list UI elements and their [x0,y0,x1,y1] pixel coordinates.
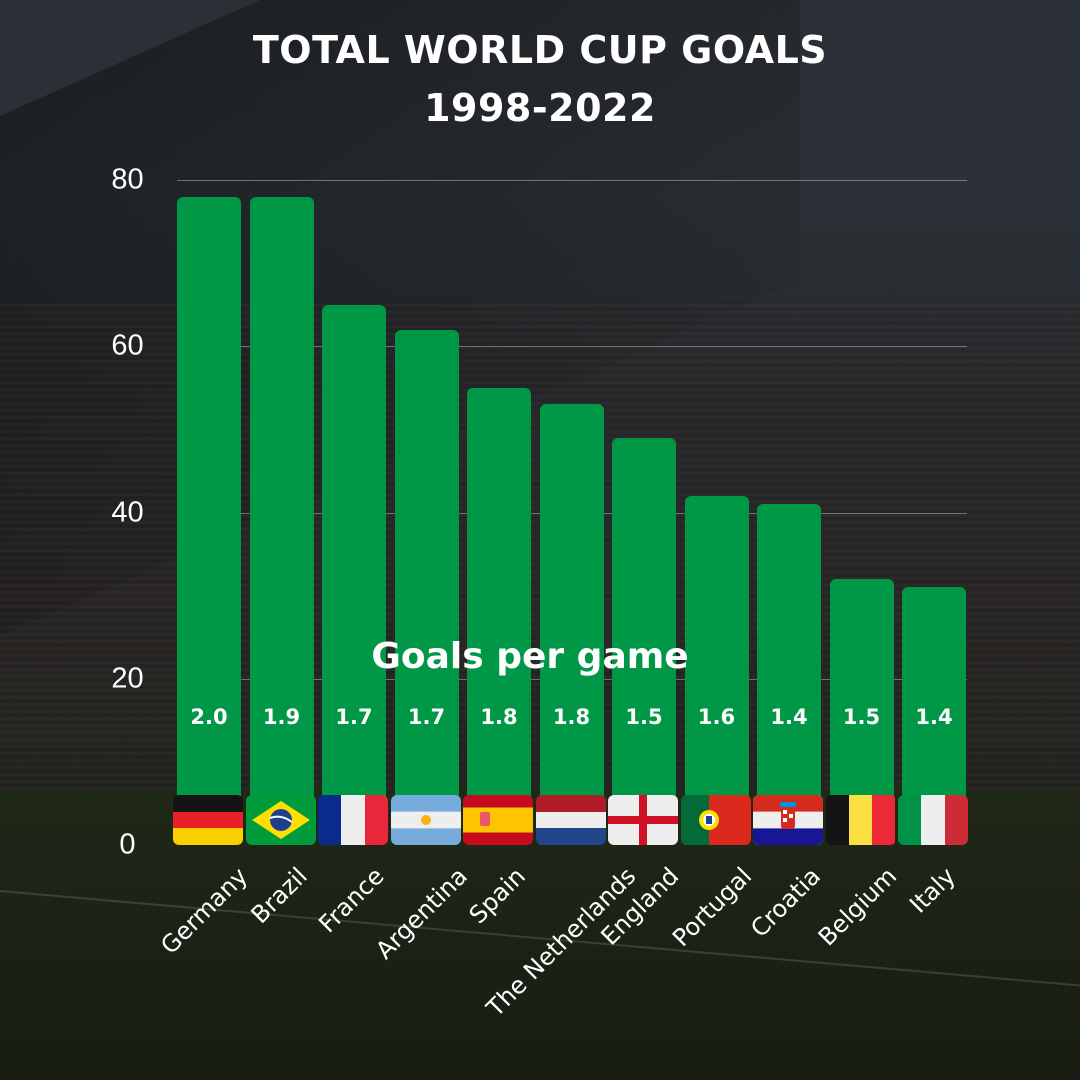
goals-per-game-argentina: 1.7 [407,705,446,729]
germany-flag-icon [173,795,243,845]
goals-per-game-germany: 2.0 [190,705,228,729]
goals-per-game-england: 1.5 [625,705,663,729]
goals-per-game-italy: 1.4 [915,705,953,729]
belgium-flag-icon [825,795,896,845]
bar-argentina [394,329,459,835]
netherlands-flag-icon [535,795,606,845]
goals-per-game-belgium: 1.5 [842,705,881,729]
croatia-flag-icon [753,795,823,845]
goals-per-game-france: 1.7 [335,705,373,729]
portugal-flag-icon [680,795,751,845]
bar-portugal [684,495,749,835]
argentina-flag-icon [390,795,461,845]
y-tick-label: 60 [111,329,144,362]
bar-england [612,437,676,835]
bar-brazil [249,196,314,835]
gridline [177,180,967,181]
y-tick-label: 0 [119,828,136,861]
bar-croatia [757,504,821,835]
y-tick-label: 80 [111,163,144,196]
chart-subtitle: 1998-2022 [424,86,656,130]
bar-spain [467,387,531,835]
spain-flag-icon [463,795,533,845]
goals-per-game-the-netherlands: 1.8 [552,705,591,729]
y-tick-label: 40 [111,496,144,528]
goals-per-game-brazil: 1.9 [262,705,301,729]
bar-the-netherlands [539,404,604,835]
goals-per-game-portugal: 1.6 [697,705,736,729]
y-tick-label: 20 [111,662,144,695]
goals-per-game-croatia: 1.4 [770,705,808,729]
goals-per-game-label: Goals per game [371,636,689,677]
gridline [177,346,967,347]
france-flag-icon [318,795,388,845]
chart-title: TOTAL WORLD CUP GOALS [252,28,828,72]
bar-belgium [829,579,894,835]
italy-flag-icon [898,795,968,845]
bar-germany [177,196,241,835]
goals-per-game-spain: 1.8 [480,705,518,729]
bar-france [322,304,386,835]
brazil-flag-icon [245,795,316,845]
bar-italy [902,587,966,835]
england-flag-icon [608,795,678,845]
